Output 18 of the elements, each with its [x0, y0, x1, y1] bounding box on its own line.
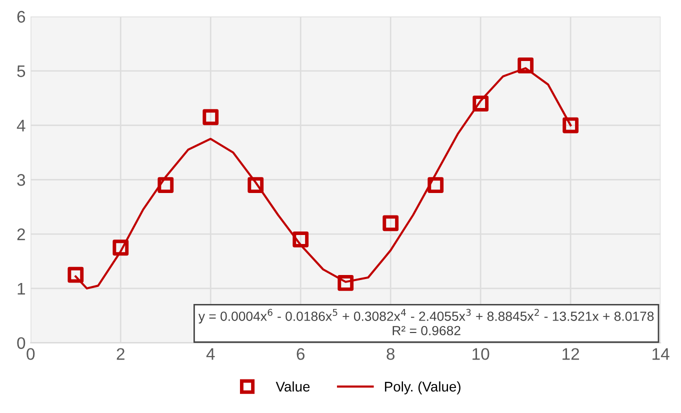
x-tick-label: 0 — [26, 348, 35, 360]
x-tick-label: 14 — [652, 348, 670, 360]
y-tick-label: 4 — [16, 120, 26, 132]
y-tick-label: 6 — [17, 10, 26, 23]
y-tick-label: 2 — [17, 228, 25, 240]
y-tick-label: 5 — [17, 65, 26, 78]
x-tick-label: 4 — [206, 348, 215, 360]
text: y = 0.0004x$^{6}$ - 0.0186x$^{5}$ + 0.3082x$^{4}$ - 2.4055x$^{3}$ + 8.8845x$^{2}$ - 13.521x + 8.0178 R² = 0.9682 — [198, 308, 654, 336]
legend-label: Value — [276, 381, 310, 392]
y-tick-label: 1 — [18, 282, 25, 294]
y-tick-label: 0 — [17, 337, 26, 349]
x-tick-label: 6 — [296, 348, 305, 360]
x-tick-label: 2 — [116, 348, 124, 360]
x-tick-label: 8 — [386, 348, 395, 360]
legend-label: Poly. (Value) — [384, 381, 460, 394]
y-tick-label: 3 — [17, 174, 26, 186]
x-tick-label: 10 — [472, 348, 490, 360]
x-tick-label: 12 — [562, 348, 580, 360]
